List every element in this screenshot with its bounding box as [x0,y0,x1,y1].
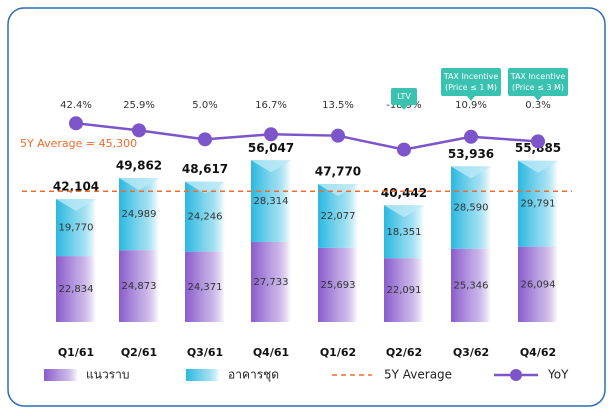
total-label: 40,442 [381,186,427,200]
annotation-pointer [534,96,542,101]
bar-top [318,184,358,197]
bar-segment [251,160,291,242]
segment-label: 29,791 [521,199,556,210]
x-tick-label: Q4/61 [253,346,289,359]
total-label: 47,770 [315,165,361,179]
segment-label: 22,091 [387,285,422,296]
legend-swatch [510,369,522,381]
segment-label: 24,873 [122,281,157,292]
total-label: 48,617 [182,162,228,176]
bar-top [119,178,159,191]
yoy-label: 5.0% [192,100,217,111]
yoy-label: 16.7% [255,100,287,111]
segment-label: 22,834 [59,284,94,295]
segment-label: 25,346 [454,280,489,291]
yoy-line [75,122,539,151]
segment-label: 19,770 [59,223,94,234]
bar-segment [384,258,424,322]
bar-top [185,181,225,194]
yoy-label: 0.3% [525,100,550,111]
x-tick-label: Q3/61 [187,346,223,359]
annotation-box [391,88,417,105]
total-label: 49,862 [116,159,162,173]
annotation-text: TAX Incentive [443,72,499,81]
segment-label: 26,094 [521,279,556,290]
x-tick-label: Q2/61 [121,346,157,359]
total-label: 53,936 [448,147,494,161]
yoy-point [69,116,83,131]
annotation-box [508,68,568,96]
bar-segment [318,247,358,322]
bar-top [384,205,424,218]
total-label: 42,104 [53,180,99,194]
bar-segment [56,256,96,322]
legend-label: YoY [547,368,569,382]
annotation-pointer [400,105,408,110]
total-label: 56,047 [248,141,294,155]
average-label: 5Y Average = 45,300 [20,137,137,150]
bar-segment [119,178,159,251]
bar-segment [518,160,558,247]
yoy-point [198,132,212,147]
segment-label: 24,246 [188,212,223,223]
x-tick-label: Q2/62 [386,346,422,359]
annotation-text: (Price ≤ 1 M) [445,83,497,92]
segment-label: 24,989 [122,209,157,220]
annotation-pointer [467,96,475,101]
x-tick-label: Q3/62 [453,346,489,359]
yoy-point [331,128,345,143]
legend-label: 5Y Average [384,368,452,382]
yoy-point [264,127,278,142]
x-tick-label: Q4/62 [520,346,556,359]
segment-label: 28,590 [454,203,489,214]
yoy-label: 42.4% [60,100,92,111]
yoy-point [464,129,478,144]
bar-segment [185,251,225,322]
x-tick-label: Q1/61 [58,346,94,359]
annotation-text: TAX Incentive [510,72,566,81]
yoy-label: 25.9% [123,100,155,111]
segment-label: 18,351 [387,227,422,238]
segment-label: 22,077 [321,211,356,222]
segment-label: 24,371 [188,282,223,293]
bar-segment [251,241,291,322]
segment-label: 27,733 [254,277,289,288]
bar-top [451,166,491,179]
bar-top [518,160,558,173]
bar-top [251,160,291,173]
legend-label: อาคารชุด [228,368,279,383]
legend-swatch [44,369,78,381]
yoy-point [132,123,146,138]
bar-segment [518,246,558,322]
x-tick-label: Q1/62 [320,346,356,359]
yoy-point [397,142,411,157]
frame [7,7,606,407]
bar-segment [451,248,491,322]
yoy-label: 10.9% [455,100,487,111]
bar-segment [119,250,159,322]
legend-swatch [186,369,220,381]
bar-segment [451,166,491,249]
bar-top [56,199,96,212]
annotation-text: LTV [397,92,411,101]
segment-label: 25,693 [321,280,356,291]
annotation-box [441,68,501,96]
legend-label: แนวราบ [86,368,129,382]
yoy-label: 13.5% [322,100,354,111]
yoy-point [531,134,545,149]
annotation-text: (Price ≤ 3 M) [512,83,564,92]
segment-label: 28,314 [254,196,289,207]
